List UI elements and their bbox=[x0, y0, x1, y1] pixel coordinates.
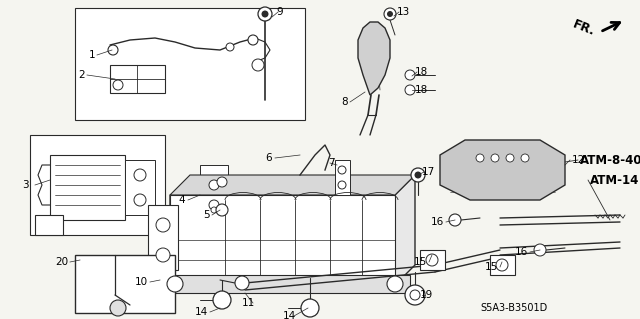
Circle shape bbox=[415, 172, 422, 179]
Bar bbox=[420, 250, 445, 270]
Text: ATM-14: ATM-14 bbox=[590, 174, 639, 187]
Circle shape bbox=[216, 204, 228, 216]
Circle shape bbox=[113, 80, 123, 90]
Text: 18: 18 bbox=[415, 85, 428, 95]
Bar bbox=[335, 160, 350, 195]
Circle shape bbox=[108, 45, 118, 55]
Bar bbox=[30, 135, 165, 235]
Circle shape bbox=[301, 299, 319, 317]
Circle shape bbox=[491, 154, 499, 162]
Bar bbox=[35, 215, 63, 235]
Circle shape bbox=[156, 248, 170, 262]
Text: 9: 9 bbox=[276, 7, 283, 17]
Circle shape bbox=[534, 244, 546, 256]
Bar bbox=[110, 65, 165, 93]
Circle shape bbox=[235, 276, 249, 290]
Text: FR.: FR. bbox=[571, 18, 597, 38]
Circle shape bbox=[156, 218, 170, 232]
Circle shape bbox=[134, 169, 146, 181]
Bar bbox=[200, 165, 228, 220]
Circle shape bbox=[449, 214, 461, 226]
Circle shape bbox=[426, 254, 438, 266]
Circle shape bbox=[252, 59, 264, 71]
Text: 10: 10 bbox=[135, 277, 148, 287]
Text: 16: 16 bbox=[515, 247, 528, 257]
Circle shape bbox=[476, 154, 484, 162]
Text: 17: 17 bbox=[422, 167, 435, 177]
Circle shape bbox=[110, 300, 126, 316]
Text: 2: 2 bbox=[78, 70, 85, 80]
Polygon shape bbox=[440, 140, 565, 200]
Circle shape bbox=[338, 166, 346, 174]
Circle shape bbox=[521, 154, 529, 162]
Circle shape bbox=[405, 85, 415, 95]
Text: 7: 7 bbox=[328, 158, 335, 168]
Text: 12: 12 bbox=[572, 155, 585, 165]
Circle shape bbox=[384, 8, 396, 20]
Text: 14: 14 bbox=[283, 311, 296, 319]
Circle shape bbox=[258, 7, 272, 21]
Text: 4: 4 bbox=[179, 195, 185, 205]
Bar bbox=[75, 8, 305, 120]
Text: 13: 13 bbox=[397, 7, 410, 17]
Text: S5A3-B3501D: S5A3-B3501D bbox=[480, 303, 547, 313]
Circle shape bbox=[387, 276, 403, 292]
Bar bbox=[50, 155, 125, 220]
Bar bbox=[155, 275, 410, 293]
Text: 3: 3 bbox=[22, 180, 29, 190]
Circle shape bbox=[248, 35, 258, 45]
Polygon shape bbox=[170, 175, 415, 285]
Bar bbox=[490, 255, 515, 275]
Text: 5: 5 bbox=[204, 210, 210, 220]
Circle shape bbox=[262, 11, 269, 18]
Circle shape bbox=[411, 168, 425, 182]
Circle shape bbox=[134, 194, 146, 206]
Polygon shape bbox=[358, 22, 390, 95]
Text: 15: 15 bbox=[484, 262, 498, 272]
Bar bbox=[75, 255, 175, 313]
Circle shape bbox=[209, 180, 219, 190]
Circle shape bbox=[387, 11, 393, 17]
Circle shape bbox=[213, 291, 231, 309]
Circle shape bbox=[167, 276, 183, 292]
Text: 14: 14 bbox=[195, 307, 208, 317]
Text: 16: 16 bbox=[431, 217, 444, 227]
Circle shape bbox=[405, 70, 415, 80]
Bar bbox=[148, 205, 178, 270]
Text: 1: 1 bbox=[88, 50, 95, 60]
Circle shape bbox=[410, 290, 420, 300]
Circle shape bbox=[506, 154, 514, 162]
Circle shape bbox=[209, 200, 219, 210]
Circle shape bbox=[211, 207, 217, 213]
Text: 15: 15 bbox=[413, 257, 427, 267]
Text: 19: 19 bbox=[420, 290, 433, 300]
Polygon shape bbox=[170, 195, 395, 285]
Circle shape bbox=[338, 181, 346, 189]
Text: ATM-8-40: ATM-8-40 bbox=[580, 153, 640, 167]
Bar bbox=[125, 160, 155, 215]
Circle shape bbox=[217, 177, 227, 187]
Circle shape bbox=[496, 259, 508, 271]
Text: 11: 11 bbox=[242, 298, 255, 308]
Text: 6: 6 bbox=[266, 153, 272, 163]
Text: 8: 8 bbox=[341, 97, 348, 107]
Circle shape bbox=[226, 43, 234, 51]
Circle shape bbox=[405, 285, 425, 305]
Text: 20: 20 bbox=[55, 257, 68, 267]
Text: 18: 18 bbox=[415, 67, 428, 77]
Polygon shape bbox=[170, 175, 415, 195]
